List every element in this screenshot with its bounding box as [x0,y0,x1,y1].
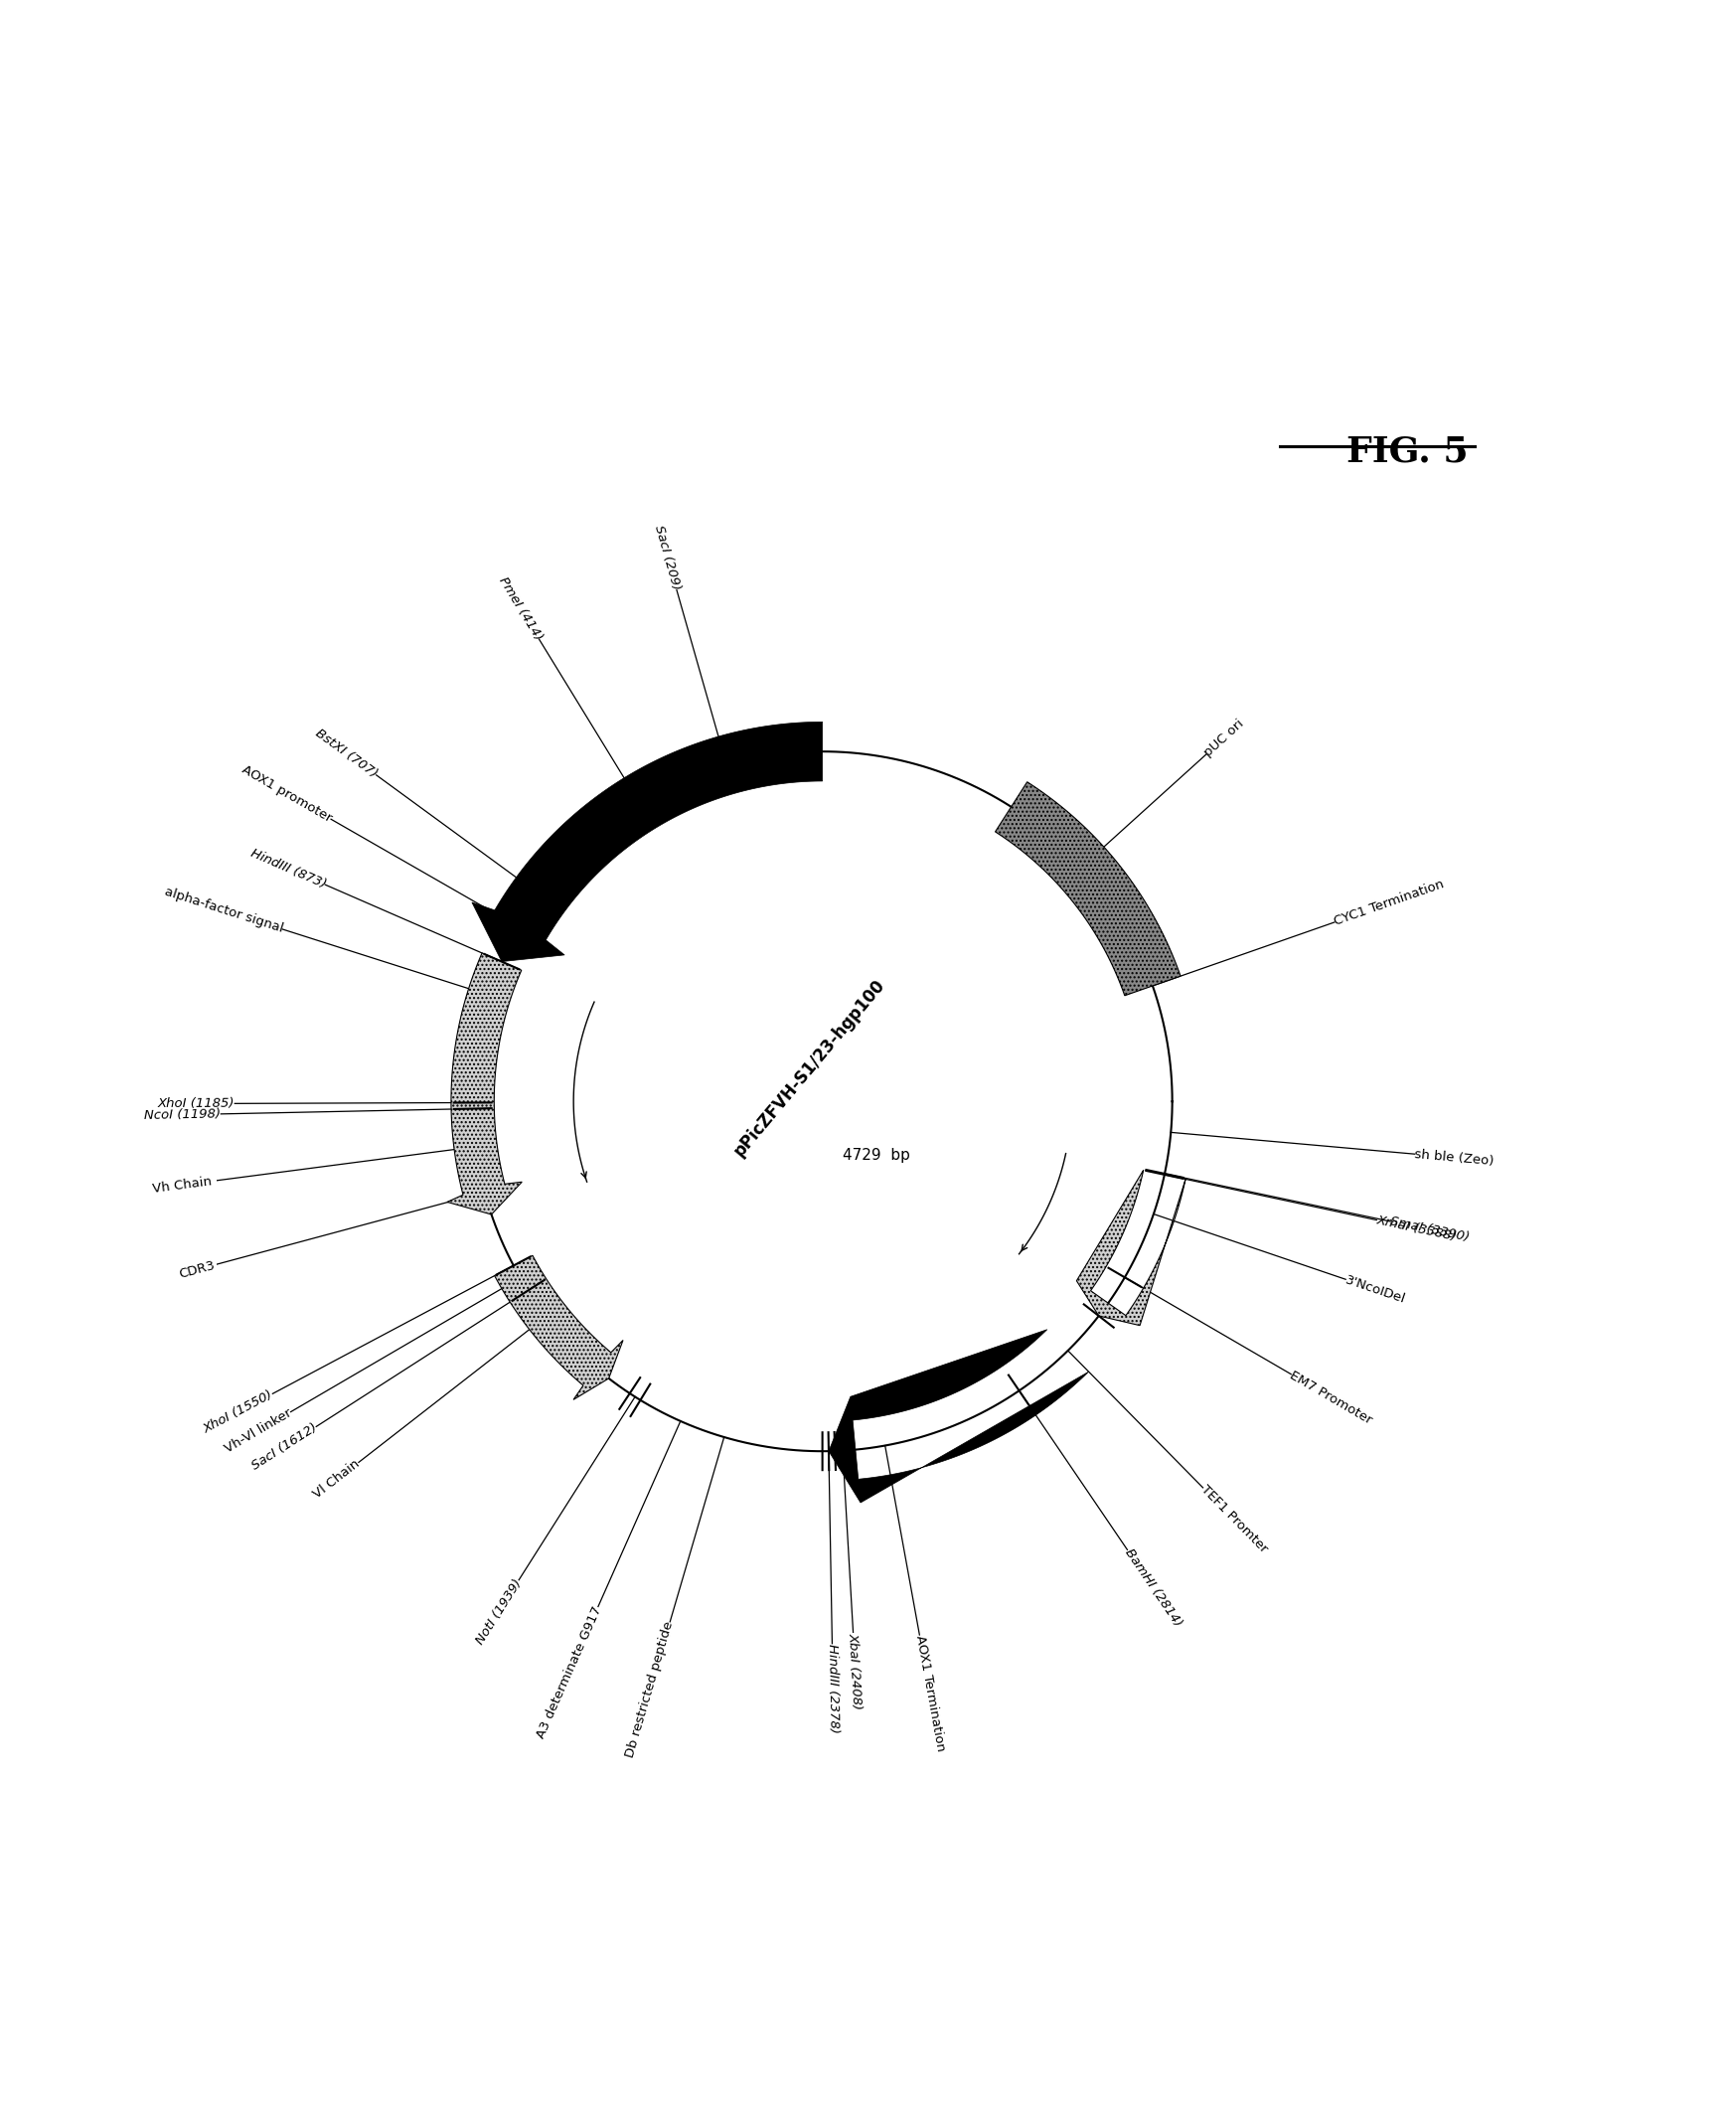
Text: HindIII (2378): HindIII (2378) [826,1643,840,1733]
Text: BamHI (2814): BamHI (2814) [1121,1546,1184,1628]
Text: PmeI (414): PmeI (414) [496,574,545,643]
Text: CYC1 Termination: CYC1 Termination [1332,878,1446,929]
Polygon shape [1076,1170,1186,1326]
Text: Vl Chain: Vl Chain [311,1458,363,1502]
Text: XhoI (1550): XhoI (1550) [201,1389,276,1435]
Polygon shape [472,723,823,962]
Polygon shape [995,782,1180,996]
Text: alpha-factor signal: alpha-factor signal [163,885,285,935]
Text: XhoI (1185): XhoI (1185) [158,1097,234,1109]
Text: A3 determinate G917: A3 determinate G917 [535,1603,604,1740]
Text: SacI (209): SacI (209) [653,523,682,592]
Text: pPicZFVH-S1/23-hgp100: pPicZFVH-S1/23-hgp100 [729,975,889,1160]
Text: Vh-Vl linker: Vh-Vl linker [222,1406,293,1456]
Text: FIG. 5: FIG. 5 [1347,435,1469,469]
Text: 4729  bp: 4729 bp [842,1147,910,1162]
Text: 3'NcoIDel: 3'NcoIDel [1344,1273,1408,1305]
Polygon shape [495,1256,623,1399]
Text: EM7 Promoter: EM7 Promoter [1288,1368,1375,1427]
Text: AOX1 promoter: AOX1 promoter [240,763,335,826]
Text: pUC ori: pUC ori [1201,716,1246,758]
Text: Db restricted peptide: Db restricted peptide [623,1620,677,1759]
Text: XmaI (3388): XmaI (3388) [1375,1214,1458,1244]
Text: AOX1 Termination: AOX1 Termination [913,1635,946,1752]
Text: NotI (1939): NotI (1939) [474,1576,524,1647]
Text: Vh Chain: Vh Chain [153,1174,214,1195]
Text: XbaI (2408): XbaI (2408) [847,1632,865,1710]
Text: SacI (1612): SacI (1612) [250,1420,319,1473]
Text: TEF1 Promter: TEF1 Promter [1198,1483,1271,1555]
Polygon shape [828,1330,1088,1502]
Text: NcoI (1198): NcoI (1198) [144,1107,220,1122]
Text: BstXI (707): BstXI (707) [312,727,380,779]
Text: SmaI (3390): SmaI (3390) [1389,1214,1470,1244]
Text: CDR3: CDR3 [177,1258,215,1282]
Text: HindIII (873): HindIII (873) [248,847,328,891]
Text: sh ble (Zeo): sh ble (Zeo) [1415,1147,1495,1168]
Polygon shape [448,954,523,1214]
